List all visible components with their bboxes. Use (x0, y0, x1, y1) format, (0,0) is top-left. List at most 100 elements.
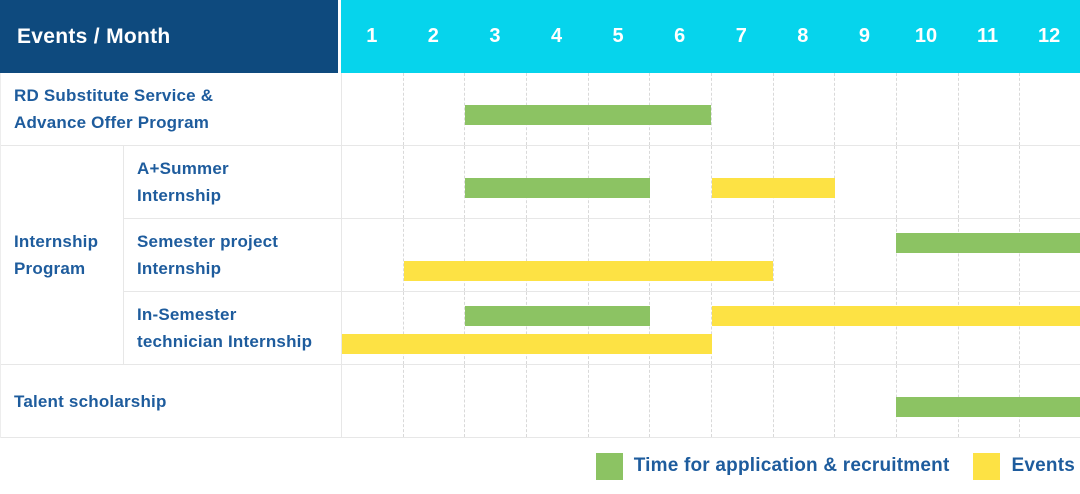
month-grid-cell (464, 365, 526, 437)
month-header-cell-8: 8 (797, 25, 809, 47)
gantt-body: RD Substitute Service & Advance Offer Pro… (0, 73, 1080, 438)
month-grid-cell (649, 365, 711, 437)
month-grid-cell (1019, 146, 1080, 218)
month-grid (342, 292, 1080, 364)
month-grid-cell (1019, 73, 1080, 145)
month-grid-cell (342, 73, 403, 145)
month-grid-cell (711, 292, 773, 364)
yellow-swatch-icon (973, 452, 1001, 480)
row-timeline (342, 73, 1080, 146)
gantt-bar-application-recruitment (896, 233, 1080, 253)
row-label-line: technician Internship (137, 332, 313, 351)
month-grid-cell (896, 292, 958, 364)
legend-item: Events (973, 452, 1075, 480)
row-label: RD Substitute Service & Advance Offer Pro… (1, 73, 342, 146)
month-grid-cell (464, 292, 526, 364)
month-grid-cell (402, 219, 465, 291)
row-label-line: Talent scholarship (14, 391, 167, 411)
legend: Time for application & recruitment Events (0, 438, 1080, 494)
month-grid-cell (464, 73, 526, 145)
row-timeline (342, 292, 1080, 365)
month-header-cell-3: 3 (489, 25, 501, 47)
month-grid-cell (772, 365, 835, 437)
row-label-line: Semester project (137, 232, 279, 251)
month-grid-cell (711, 365, 773, 437)
gantt-bar-application-recruitment (465, 306, 650, 326)
month-grid-cell (772, 73, 835, 145)
gantt-bar-event (342, 334, 712, 354)
month-grid-cell (834, 365, 896, 437)
gantt-bar-application-recruitment (465, 178, 650, 198)
gantt-bar-event (403, 261, 774, 281)
month-header-row: 1 2 3 4 5 6 7 8 9 10 11 12 (341, 0, 1080, 73)
month-header-cell-11: 11 (976, 25, 999, 47)
legend-item: Time for application & recruitment (595, 452, 950, 480)
month-header-cell-12: 12 (1038, 25, 1061, 47)
month-grid-cell (526, 365, 588, 437)
month-grid-cell (342, 219, 403, 291)
table-header-row: Events / Month 1 2 3 4 5 6 7 8 9 10 11 12 (0, 0, 1080, 73)
month-grid-cell (402, 73, 465, 145)
month-grid-cell (834, 219, 896, 291)
month-grid-cell (957, 146, 1020, 218)
month-grid-cell (342, 146, 403, 218)
month-grid-cell (402, 365, 465, 437)
month-grid-cell (464, 219, 526, 291)
month-grid-cell (896, 219, 958, 291)
month-grid-cell (649, 292, 711, 364)
month-header-cell-1: 1 (366, 25, 378, 47)
month-header-cell-5: 5 (612, 25, 624, 47)
month-grid-cell (526, 292, 588, 364)
row-label: A+Summer Internship (124, 146, 342, 219)
month-header-cell-4: 4 (550, 25, 563, 47)
legend-label: Time for application & recruitment (633, 455, 950, 476)
month-grid-cell (587, 292, 650, 364)
row-label: In-Semester technician Internship (124, 292, 342, 365)
month-grid-cell (834, 146, 896, 218)
month-grid-cell (649, 146, 711, 218)
row-label: Talent scholarship (1, 365, 342, 438)
month-grid-cell (957, 219, 1020, 291)
month-grid-cell (402, 292, 465, 364)
month-grid-cell (896, 146, 958, 218)
row-timeline (342, 146, 1080, 219)
month-grid-cell (957, 292, 1020, 364)
month-header-cell-2: 2 (427, 25, 439, 47)
month-grid-cell (342, 365, 403, 437)
row-label-line: RD Substitute Service & (14, 86, 214, 105)
group-label: Internship Program (1, 146, 124, 365)
month-grid-cell (1019, 292, 1080, 364)
group-label-line: Program (14, 259, 86, 278)
row-label-line: Internship (137, 259, 222, 278)
row-label-line: Advance Offer Program (14, 113, 210, 132)
month-grid-cell (587, 365, 650, 437)
month-header-cell-9: 9 (858, 25, 870, 47)
month-grid-cell (402, 146, 465, 218)
month-grid-cell (772, 219, 835, 291)
month-grid-cell (649, 219, 711, 291)
month-grid-cell (896, 73, 958, 145)
month-header-cell-6: 6 (674, 25, 686, 47)
row-timeline (342, 365, 1080, 438)
table-title: Events / Month (0, 0, 338, 73)
gantt-bar-event (711, 178, 835, 198)
month-grid-cell (526, 219, 588, 291)
month-grid (342, 219, 1080, 291)
month-grid-cell (772, 292, 835, 364)
gantt-bar-event (711, 306, 1080, 326)
gantt-bar-application-recruitment (896, 397, 1080, 417)
month-header-cell-7: 7 (735, 25, 747, 47)
month-grid-cell (834, 292, 896, 364)
row-label-line: In-Semester (137, 305, 237, 324)
row-label-line: A+Summer (137, 159, 229, 178)
group-label-line: Internship (14, 232, 99, 251)
month-grid-cell (711, 73, 773, 145)
month-grid-cell (587, 219, 650, 291)
row-label: Semester project Internship (124, 219, 342, 292)
month-grid-cell (1019, 219, 1080, 291)
green-swatch-icon (595, 452, 623, 480)
legend-label: Events (1011, 455, 1075, 476)
row-timeline (342, 219, 1080, 292)
gantt-bar-application-recruitment (465, 105, 712, 125)
